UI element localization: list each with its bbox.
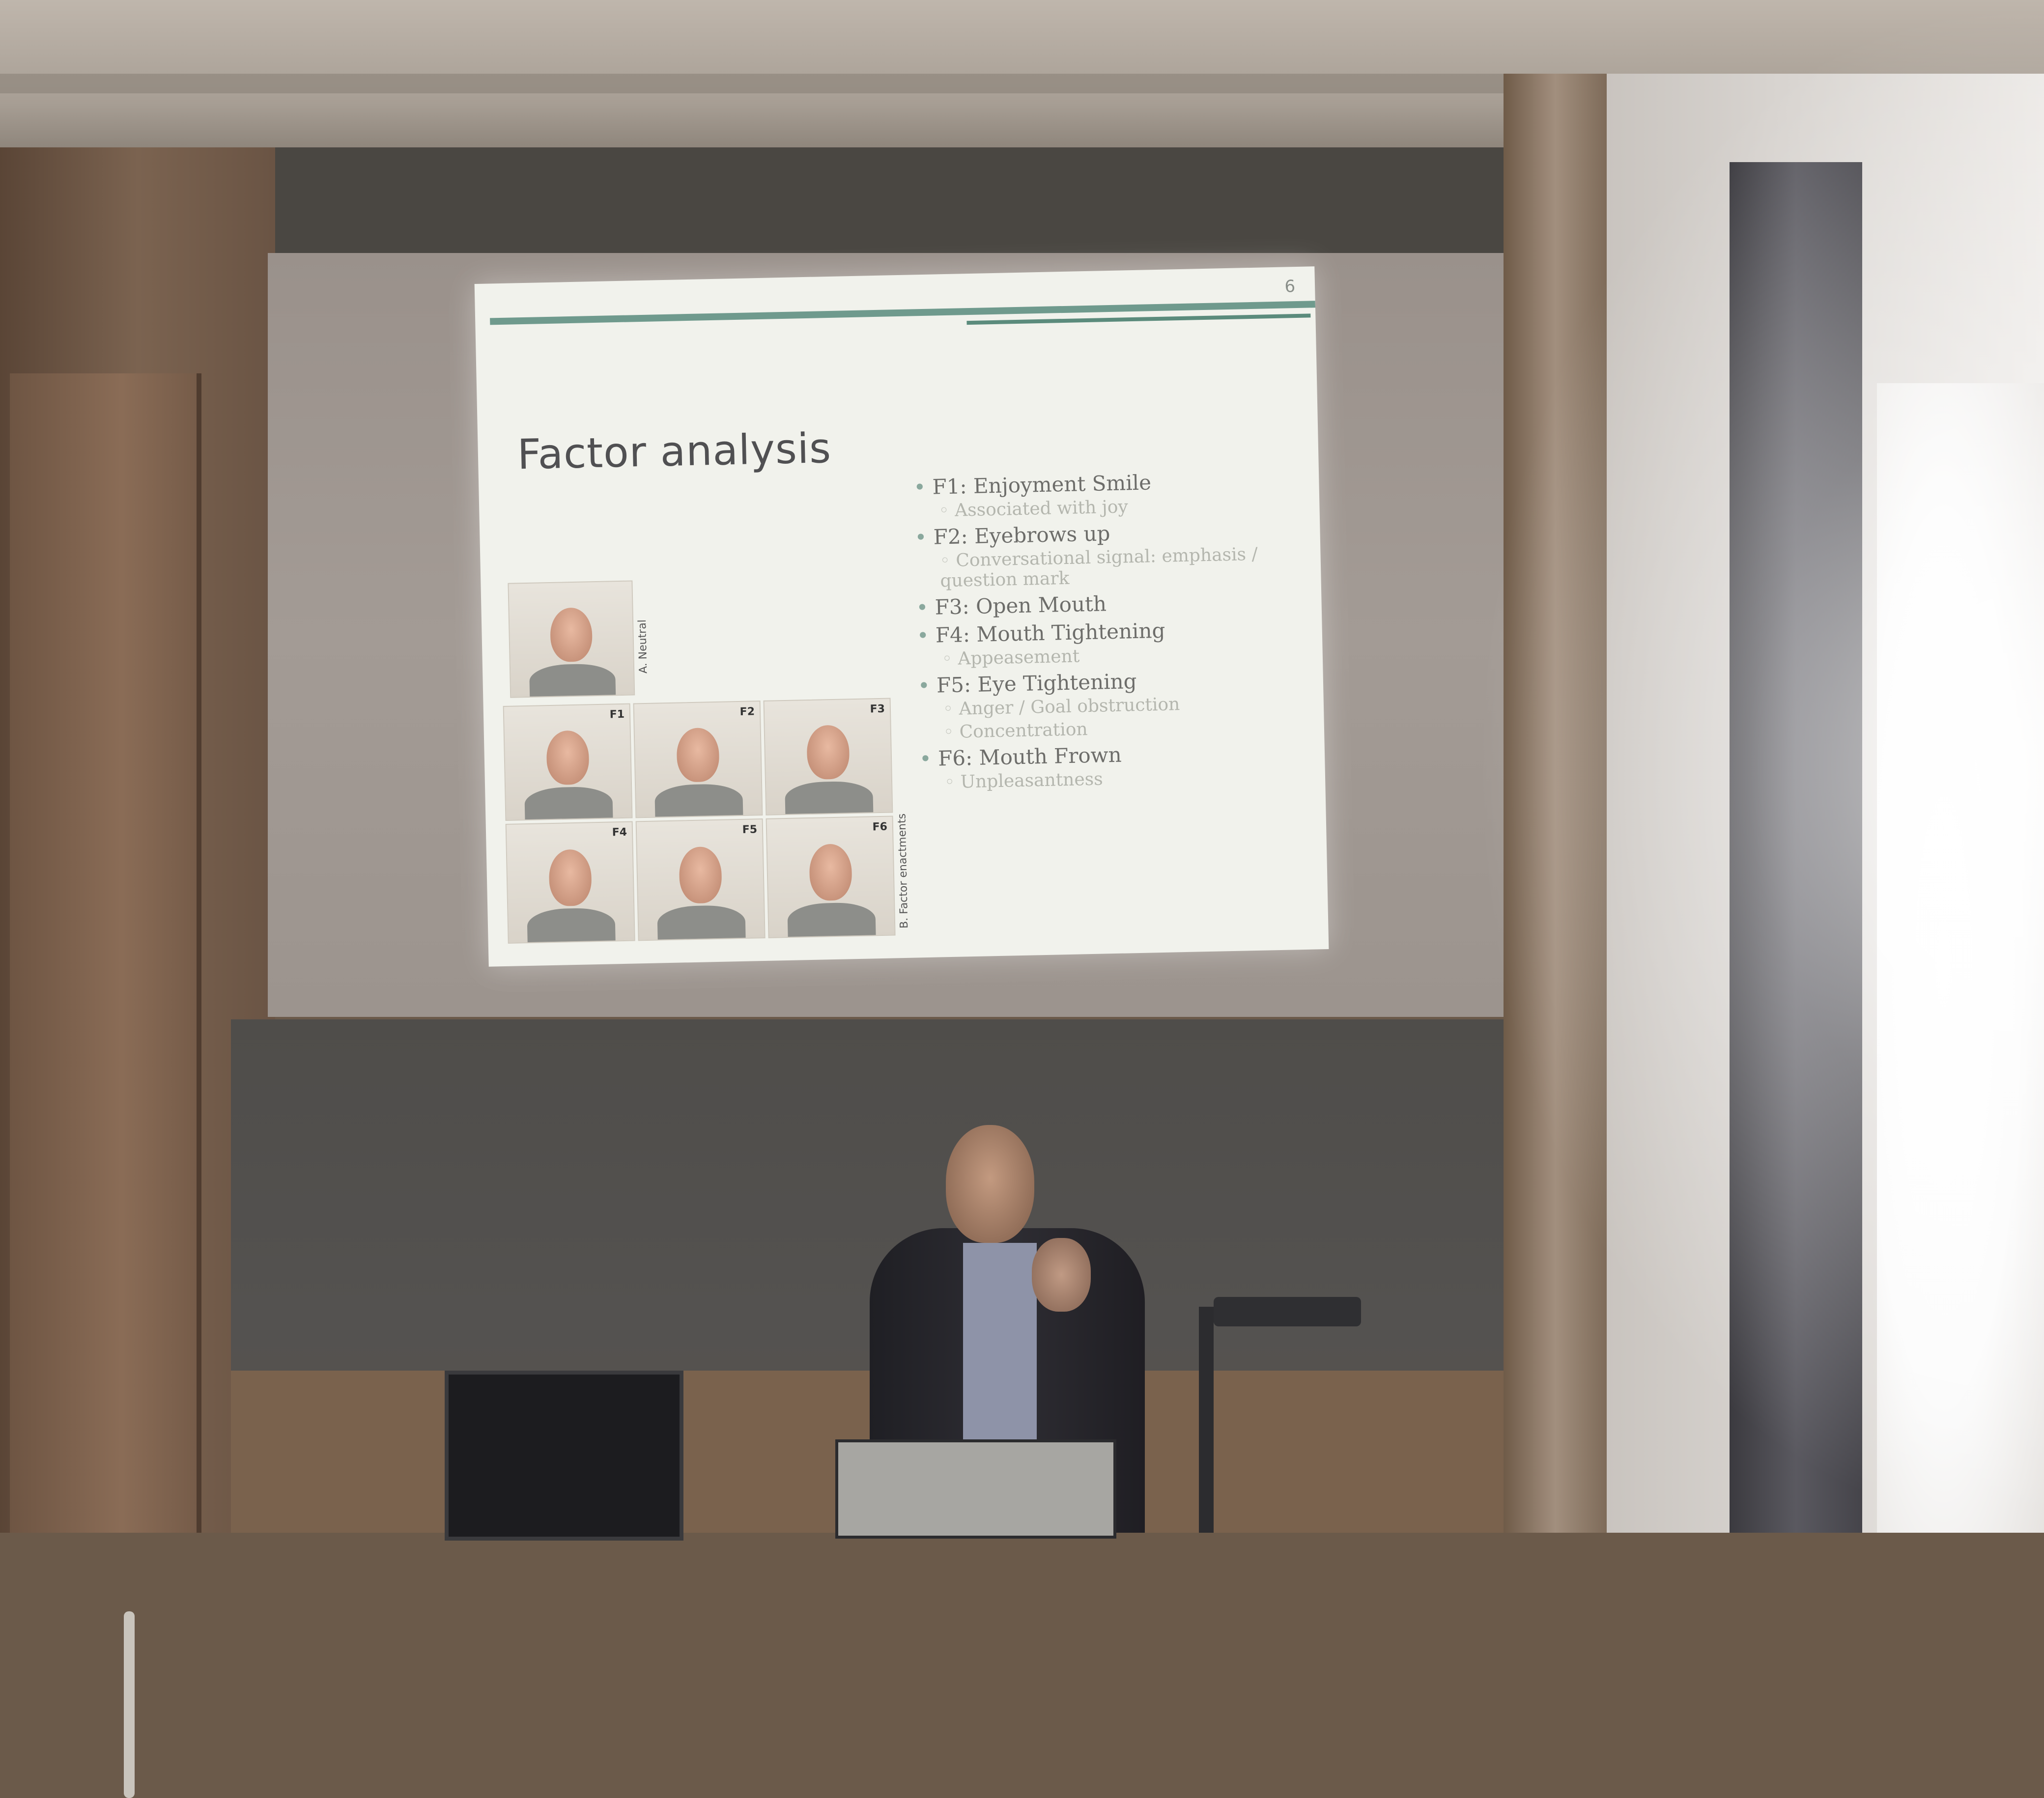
door xyxy=(10,373,201,1798)
factor-photo-f3: F3 xyxy=(763,698,893,815)
lamp-stand xyxy=(1199,1307,1214,1533)
sub-bullet: Conversational signal: emphasis / questi… xyxy=(939,543,1309,591)
shoulders xyxy=(785,780,874,815)
shoulders xyxy=(657,904,746,941)
slide-accent-line xyxy=(490,301,1316,325)
factor-photo-f5: F5 xyxy=(635,818,766,941)
photo-label: F3 xyxy=(870,702,885,716)
face xyxy=(548,849,593,907)
photo-label: F6 xyxy=(872,820,888,834)
door-handle xyxy=(124,1611,135,1798)
enactments-label: B. Factor enactments xyxy=(896,813,911,929)
shoulders xyxy=(527,907,616,944)
face xyxy=(678,846,722,904)
slide-accent-line-secondary xyxy=(966,313,1311,325)
podium-laptop xyxy=(835,1439,1116,1539)
shoulders xyxy=(524,786,613,821)
neutral-label: A. Neutral xyxy=(636,619,650,674)
factor-photo-f2: F2 xyxy=(633,701,763,818)
factor-photo-f4: F4 xyxy=(505,821,635,944)
face xyxy=(676,727,720,783)
photo-label: F4 xyxy=(612,826,627,839)
face xyxy=(806,724,850,780)
slide-number: 6 xyxy=(1284,277,1296,297)
bullet-list: F1: Enjoyment Smile Associated with joy … xyxy=(913,463,1313,796)
factor-photo-f1: F1 xyxy=(503,703,633,821)
shoulders xyxy=(654,783,743,818)
face xyxy=(549,607,593,662)
sub-bullet: Concentration xyxy=(943,715,1312,743)
speaker-head xyxy=(946,1125,1034,1243)
face xyxy=(808,843,852,901)
photo-label: F5 xyxy=(742,823,758,836)
window-glare xyxy=(1474,0,2044,1533)
desk-monitor xyxy=(445,1371,683,1541)
slide-title: Factor analysis xyxy=(516,423,832,479)
shoulders xyxy=(787,902,876,938)
presentation-slide: 6 Factor analysis A. Neutral F1 F2 F3 F4… xyxy=(474,266,1329,967)
neutral-face-photo xyxy=(508,580,635,698)
desk-lamp xyxy=(1214,1297,1361,1326)
photo-label: F2 xyxy=(739,705,755,718)
factor-photo-f6: F6 xyxy=(766,815,896,938)
face xyxy=(545,730,590,786)
speaker-hand xyxy=(1032,1238,1091,1312)
upper-wall xyxy=(275,147,1513,265)
bullet-f3: F3: Open Mouth xyxy=(916,588,1309,620)
shoulders xyxy=(529,663,616,698)
photo-label: F1 xyxy=(609,708,625,721)
ceiling-beam xyxy=(0,74,1671,93)
